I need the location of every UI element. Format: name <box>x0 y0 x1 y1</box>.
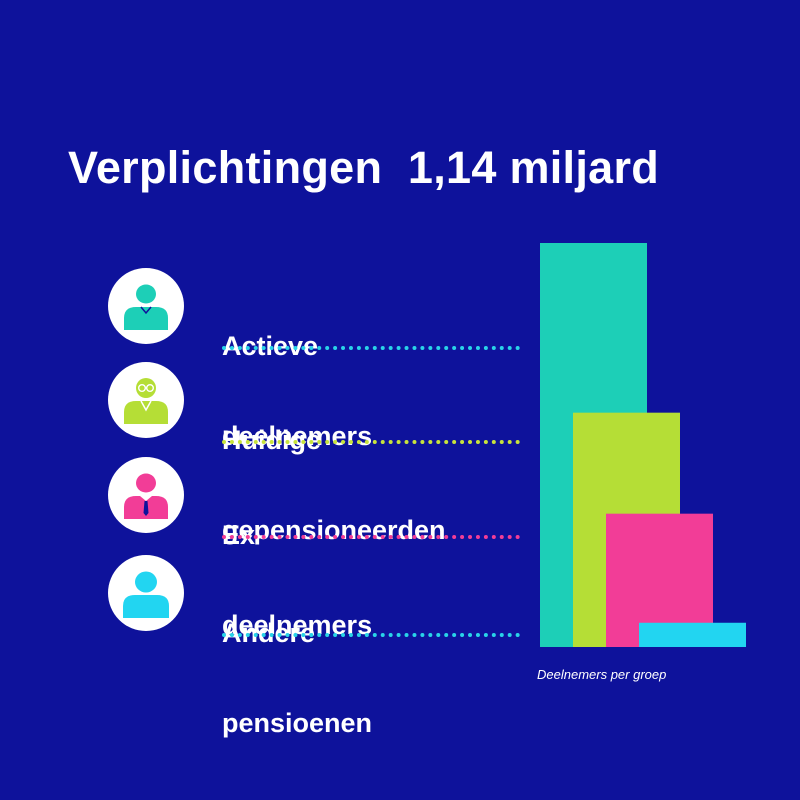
dotted-separator <box>222 346 520 350</box>
legend-label-huidige-gepensioneerden: Huidige gepensioneerden <box>222 365 446 605</box>
dotted-separator <box>222 633 520 637</box>
legend-item-actieve-deelnemers: Actieve deelnemers <box>108 268 520 451</box>
retiree-glasses-icon <box>108 362 184 438</box>
user-plain-icon <box>108 555 184 631</box>
bar-andere-pensioenen <box>639 622 746 647</box>
legend-label-actieve-deelnemers: Actieve deelnemers <box>222 271 372 511</box>
legend-label-line2: pensioenen <box>222 708 373 738</box>
page-title: Verplichtingen 1,14 miljard <box>68 142 660 193</box>
dotted-separator <box>222 535 520 539</box>
legend-label-line2: gepensioneerden <box>222 515 446 545</box>
legend-label-line2: deelnemers <box>222 421 373 451</box>
legend-item-huidige-gepensioneerden: Huidige gepensioneerden <box>108 362 520 545</box>
user-icon <box>108 268 184 344</box>
dotted-separator <box>222 440 520 444</box>
legend-item-andere-pensioenen: Andere pensioenen <box>108 555 520 738</box>
user-tie-icon <box>108 457 184 533</box>
chart-caption: Deelnemers per groep <box>537 667 667 682</box>
